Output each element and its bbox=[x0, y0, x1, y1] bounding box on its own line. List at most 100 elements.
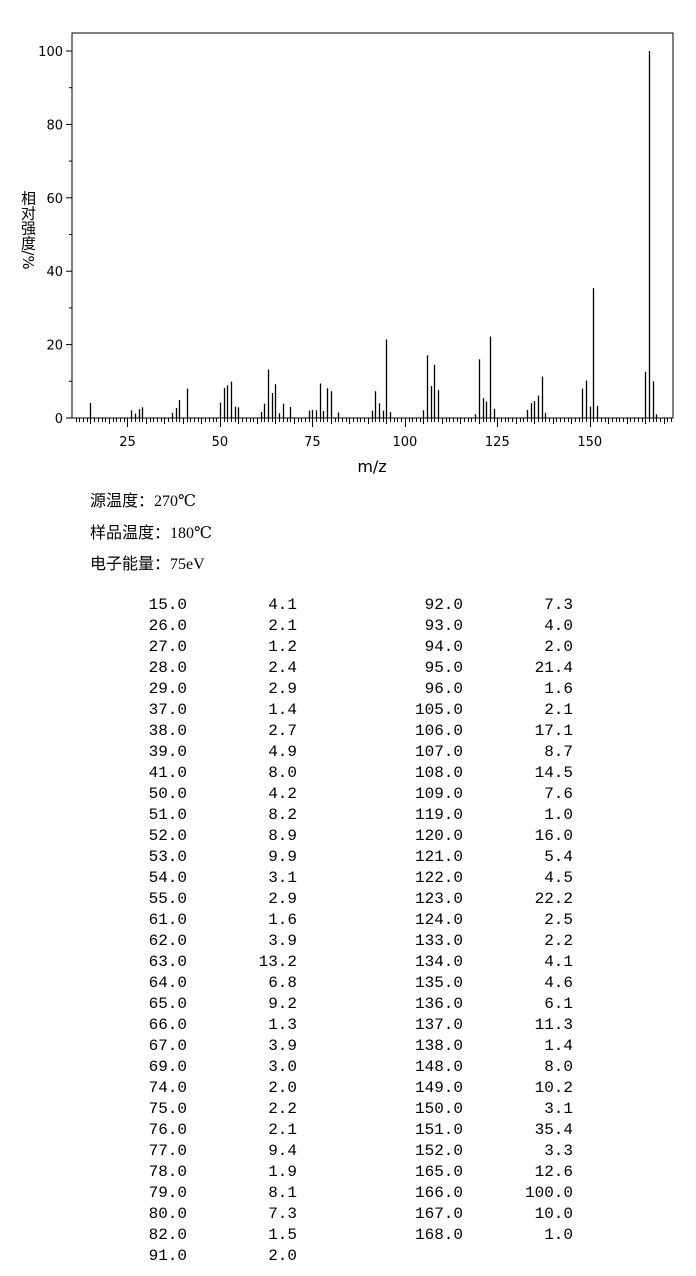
x-tick-label: 100 bbox=[392, 435, 417, 450]
mz-value: 109.0 bbox=[414, 785, 463, 803]
mz-value: 92.0 bbox=[424, 596, 463, 614]
mz-value: 75.0 bbox=[148, 1100, 187, 1118]
mz-value: 124.0 bbox=[414, 911, 463, 929]
intensity-value: 8.1 bbox=[268, 1184, 297, 1202]
x-tick-label: 125 bbox=[485, 435, 510, 450]
mz-value: 27.0 bbox=[148, 638, 187, 656]
mz-value: 65.0 bbox=[148, 995, 187, 1013]
source-temperature: 源温度：270℃ bbox=[90, 493, 196, 510]
intensity-value: 7.6 bbox=[544, 785, 573, 803]
mz-value: 62.0 bbox=[148, 932, 187, 950]
mz-value: 166.0 bbox=[414, 1184, 463, 1202]
y-tick-label: 60 bbox=[46, 192, 63, 207]
intensity-value: 2.7 bbox=[268, 722, 297, 740]
intensity-value: 7.3 bbox=[268, 1205, 297, 1223]
intensity-value: 1.0 bbox=[544, 1226, 573, 1244]
mz-value: 151.0 bbox=[414, 1121, 463, 1139]
electron-energy: 电子能量：75eV bbox=[90, 556, 205, 573]
y-tick-label: 0 bbox=[55, 412, 63, 427]
intensity-value: 3.1 bbox=[544, 1100, 573, 1118]
mz-value: 152.0 bbox=[414, 1142, 463, 1160]
intensity-value: 8.2 bbox=[268, 806, 297, 824]
mz-value: 29.0 bbox=[148, 680, 187, 698]
intensity-value: 4.1 bbox=[544, 953, 573, 971]
mz-value: 149.0 bbox=[414, 1079, 463, 1097]
intensity-value: 14.5 bbox=[534, 764, 573, 782]
intensity-value: 2.9 bbox=[268, 680, 297, 698]
intensity-value: 4.0 bbox=[544, 617, 573, 635]
intensity-value: 2.0 bbox=[268, 1079, 297, 1097]
mz-value: 39.0 bbox=[148, 743, 187, 761]
y-axis-label-group: 相对强度/% bbox=[19, 190, 37, 269]
x-tick-label: 75 bbox=[304, 435, 321, 450]
intensity-value: 1.6 bbox=[544, 680, 573, 698]
mz-value: 150.0 bbox=[414, 1100, 463, 1118]
mz-value: 119.0 bbox=[414, 806, 463, 824]
intensity-value: 8.0 bbox=[268, 764, 297, 782]
intensity-value: 8.9 bbox=[268, 827, 297, 845]
mz-value: 133.0 bbox=[414, 932, 463, 950]
mz-value: 80.0 bbox=[148, 1205, 187, 1223]
intensity-value: 4.6 bbox=[544, 974, 573, 992]
intensity-value: 17.1 bbox=[534, 722, 573, 740]
mz-value: 94.0 bbox=[424, 638, 463, 656]
intensity-value: 3.3 bbox=[544, 1142, 573, 1160]
intensity-value: 2.5 bbox=[544, 911, 573, 929]
intensity-value: 2.1 bbox=[544, 701, 573, 719]
mz-value: 74.0 bbox=[148, 1079, 187, 1097]
intensity-value: 5.4 bbox=[544, 848, 573, 866]
mz-value: 51.0 bbox=[148, 806, 187, 824]
mz-value: 52.0 bbox=[148, 827, 187, 845]
mz-value: 64.0 bbox=[148, 974, 187, 992]
plot-frame bbox=[71, 32, 674, 419]
x-tick-label: 150 bbox=[577, 435, 602, 450]
intensity-value: 8.0 bbox=[544, 1058, 573, 1076]
intensity-value: 4.1 bbox=[268, 596, 297, 614]
intensity-value: 1.4 bbox=[544, 1037, 573, 1055]
intensity-value: 2.0 bbox=[268, 1247, 297, 1265]
x-tick-label: 50 bbox=[212, 435, 229, 450]
mz-value: 108.0 bbox=[414, 764, 463, 782]
mz-value: 96.0 bbox=[424, 680, 463, 698]
mz-value: 55.0 bbox=[148, 890, 187, 908]
intensity-value: 3.0 bbox=[268, 1058, 297, 1076]
intensity-value: 1.3 bbox=[268, 1016, 297, 1034]
intensity-value: 21.4 bbox=[534, 659, 573, 677]
intensity-value: 9.4 bbox=[268, 1142, 297, 1160]
intensity-value: 2.0 bbox=[544, 638, 573, 656]
mz-value: 105.0 bbox=[414, 701, 463, 719]
intensity-value: 35.4 bbox=[534, 1121, 573, 1139]
intensity-value: 9.9 bbox=[268, 848, 297, 866]
y-axis: 0 20 40 60 80 100 bbox=[38, 45, 72, 427]
x-tick-label: 25 bbox=[119, 435, 136, 450]
peaks bbox=[89, 51, 658, 418]
mz-value: 135.0 bbox=[414, 974, 463, 992]
mz-value: 53.0 bbox=[148, 848, 187, 866]
intensity-value: 1.9 bbox=[268, 1163, 297, 1181]
y-tick-label: 20 bbox=[46, 339, 63, 354]
mz-value: 123.0 bbox=[414, 890, 463, 908]
mz-value: 78.0 bbox=[148, 1163, 187, 1181]
mz-value: 137.0 bbox=[414, 1016, 463, 1034]
intensity-value: 2.2 bbox=[544, 932, 573, 950]
mz-value: 91.0 bbox=[148, 1247, 187, 1265]
intensity-value: 2.2 bbox=[268, 1100, 297, 1118]
mz-value: 67.0 bbox=[148, 1037, 187, 1055]
intensity-value: 3.9 bbox=[268, 1037, 297, 1055]
intensity-value: 6.8 bbox=[268, 974, 297, 992]
mz-value: 50.0 bbox=[148, 785, 187, 803]
intensity-value: 16.0 bbox=[534, 827, 573, 845]
mass-spectrum-chart: 0 20 40 60 80 100 25 50 75 100 125 150 m/z 相对强度/% bbox=[19, 32, 674, 476]
mz-value: 120.0 bbox=[414, 827, 463, 845]
intensity-value: 1.6 bbox=[268, 911, 297, 929]
mz-value: 106.0 bbox=[414, 722, 463, 740]
intensity-value: 2.1 bbox=[268, 617, 297, 635]
mz-value: 38.0 bbox=[148, 722, 187, 740]
x-axis-label: m/z bbox=[357, 457, 386, 476]
intensity-value: 1.2 bbox=[268, 638, 297, 656]
mz-value: 93.0 bbox=[424, 617, 463, 635]
mz-value: 41.0 bbox=[148, 764, 187, 782]
y-tick-label: 40 bbox=[46, 265, 63, 280]
mz-value: 107.0 bbox=[414, 743, 463, 761]
intensity-value: 4.2 bbox=[268, 785, 297, 803]
